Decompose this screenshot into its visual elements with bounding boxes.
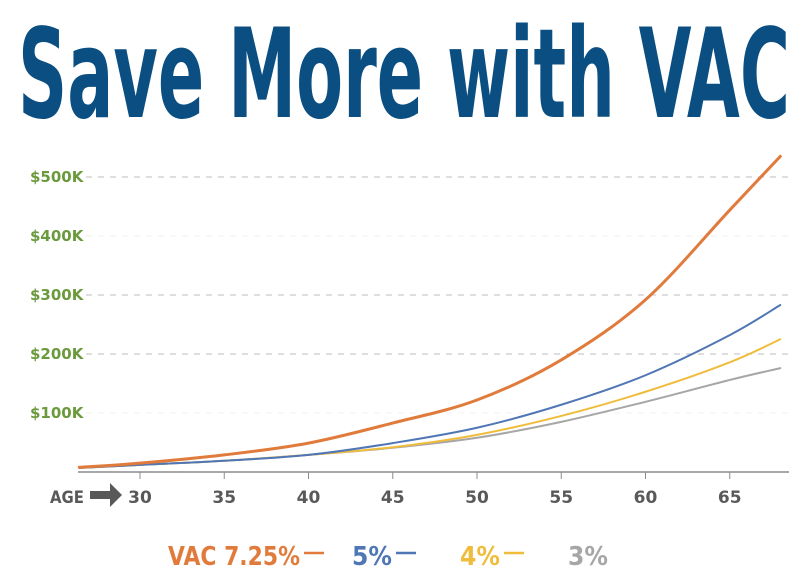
- y-axis: $100K $200K $300K $400K $500K: [30, 168, 85, 422]
- x-tick-label: 35: [212, 488, 236, 508]
- legend-label: 5%: [352, 542, 392, 572]
- chart-title: Save More with VAC: [18, 3, 790, 147]
- series-lines: [77, 154, 782, 469]
- legend-label: VAC 7.25%: [168, 542, 300, 572]
- x-axis: AGE 30 35 40 45 50 55 60 65: [50, 471, 789, 508]
- grid: [86, 176, 789, 414]
- series-line-4-: [78, 338, 782, 469]
- y-tick-label: $200K: [30, 345, 85, 363]
- legend-label: 4%: [460, 542, 500, 572]
- x-tick-label: 45: [381, 488, 405, 508]
- x-tick-label: 40: [297, 488, 321, 508]
- x-tick-label: 65: [718, 488, 742, 508]
- y-tick-label: $400K: [30, 227, 85, 245]
- legend-label: 3%: [568, 542, 608, 572]
- series-line-vac-7-25-: [77, 154, 782, 469]
- legend: VAC 7.25% 5% 4% 3%: [168, 542, 608, 572]
- x-tick-label: 55: [549, 488, 573, 508]
- series-line-3-: [78, 367, 782, 469]
- x-tick-label: 30: [128, 488, 152, 508]
- series-line-5-: [78, 304, 782, 469]
- x-tick-label: 50: [465, 488, 489, 508]
- x-axis-label: AGE: [50, 488, 84, 508]
- y-tick-label: $500K: [30, 168, 85, 186]
- arrow-right-icon: [90, 483, 122, 507]
- x-tick-label: 60: [634, 488, 658, 508]
- y-tick-label: $300K: [30, 286, 85, 304]
- y-tick-label: $100K: [30, 404, 85, 422]
